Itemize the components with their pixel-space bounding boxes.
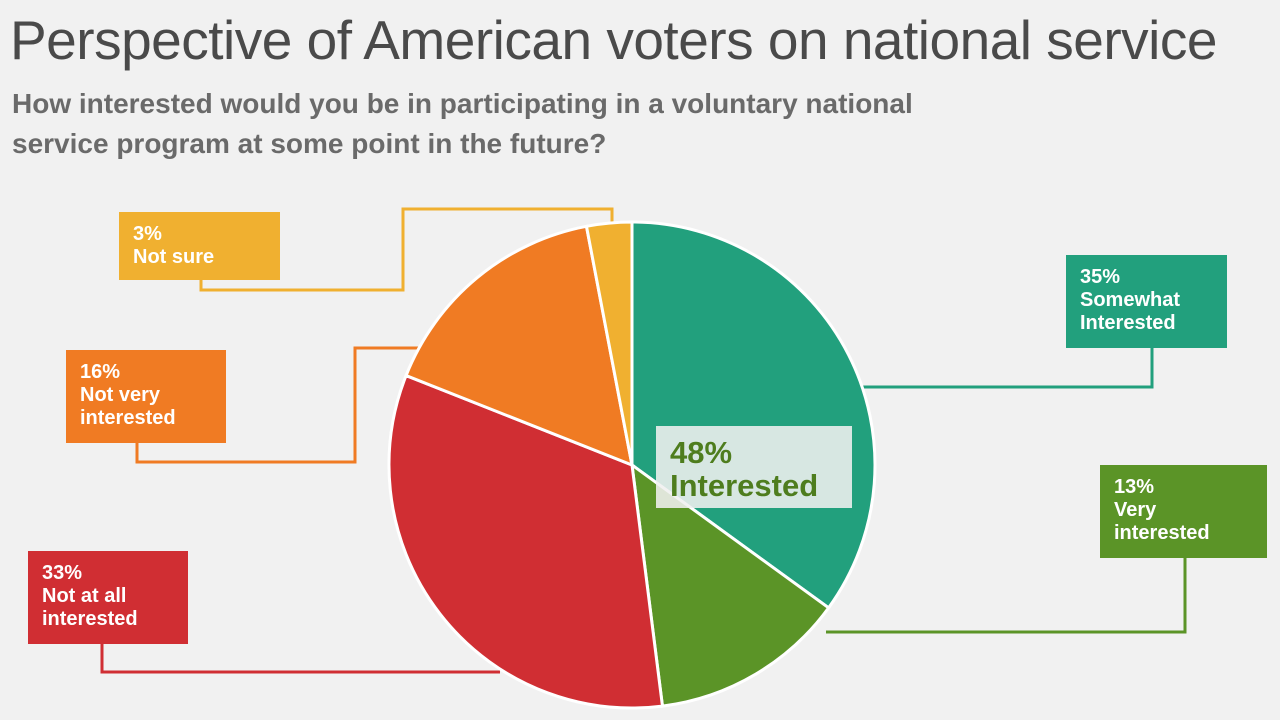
label-very-interested: 13% Very interested [1100,465,1267,558]
label-somewhat-line2: Interested [1080,312,1176,334]
label-very-line2: interested [1114,522,1210,544]
label-notatall-line1: Not at all [42,585,127,607]
leader-line-very [826,558,1187,634]
label-not-very-interested: 16% Not very interested [66,350,226,443]
leader-line-notsure [199,207,614,292]
label-somewhat-line1: Somewhat [1080,289,1181,311]
label-notvery-line2: interested [80,407,176,429]
leader-line-notatall [100,644,500,674]
label-very-pct: 13% [1114,476,1155,498]
interested-total-annotation: 48% Interested [656,426,852,508]
chart-title: Perspective of American voters on nation… [10,9,1218,71]
label-notsure-line1: Not sure [133,246,215,268]
label-very-line1: Very [1114,499,1157,521]
chart-subtitle: How interested would you be in participa… [12,88,913,159]
leader-line-somewhat [863,348,1154,389]
leader-lines [100,207,1187,674]
label-somewhat-interested: 35% Somewhat Interested [1066,255,1227,348]
pie-slice-notsure [584,220,634,466]
pie-slice-notatall [387,373,665,710]
pie-slice-somewhat [630,220,877,610]
leader-line-notvery [135,346,420,464]
interested-total-text: Interested [670,468,819,503]
pie-slice-notvery [404,224,634,468]
pie-slice-very [630,461,831,708]
label-notatall-line2: interested [42,608,138,630]
label-somewhat-pct: 35% [1080,266,1121,288]
label-notatall-pct: 33% [42,562,83,584]
label-not-at-all-interested: 33% Not at all interested [28,551,188,644]
pie-slices [387,220,877,710]
label-notvery-line1: Not very [80,384,161,406]
label-notsure-pct: 3% [133,223,162,245]
label-notvery-pct: 16% [80,361,121,383]
label-not-sure: 3% Not sure [119,212,280,280]
interested-total-pct: 48% [670,435,733,470]
